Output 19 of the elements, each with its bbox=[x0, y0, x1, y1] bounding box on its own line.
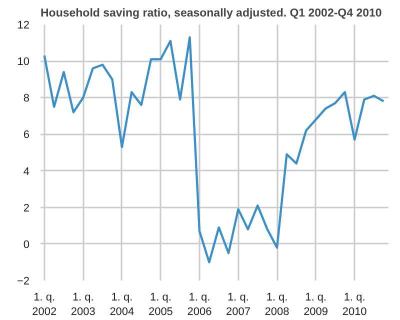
y-tick-label: 4 bbox=[23, 166, 30, 178]
x-tick-label: 1. q. 2002 bbox=[32, 292, 57, 318]
x-tick-label: 1. q. 2007 bbox=[226, 292, 250, 318]
y-tick-label: 2 bbox=[23, 202, 30, 214]
x-tick-label: 1. q. 2006 bbox=[187, 292, 212, 318]
line-series bbox=[43, 36, 385, 264]
y-tick-label: 6 bbox=[23, 129, 30, 142]
chart-title: Household saving ratio, seasonally adjusted. Q1 2002-Q4 2010 bbox=[40, 8, 382, 20]
y-tick-label: 10 bbox=[17, 56, 30, 68]
x-tick-label: 1. q. 2004 bbox=[110, 292, 134, 318]
y-tick-label: 8 bbox=[23, 92, 30, 105]
x-tick-label: 1. q. 2005 bbox=[148, 292, 173, 318]
y-tick-label: 12 bbox=[17, 20, 30, 32]
x-tick-label: 1. q. 2009 bbox=[304, 292, 328, 318]
y-tick-label: −2 bbox=[16, 276, 30, 288]
y-tick-label: 0 bbox=[23, 238, 30, 251]
x-tick-label: 1. q. 2003 bbox=[70, 292, 96, 318]
x-tick-label: 1. q. 2008 bbox=[264, 292, 290, 318]
x-tick-label: 1. q. 2010 bbox=[342, 292, 367, 318]
